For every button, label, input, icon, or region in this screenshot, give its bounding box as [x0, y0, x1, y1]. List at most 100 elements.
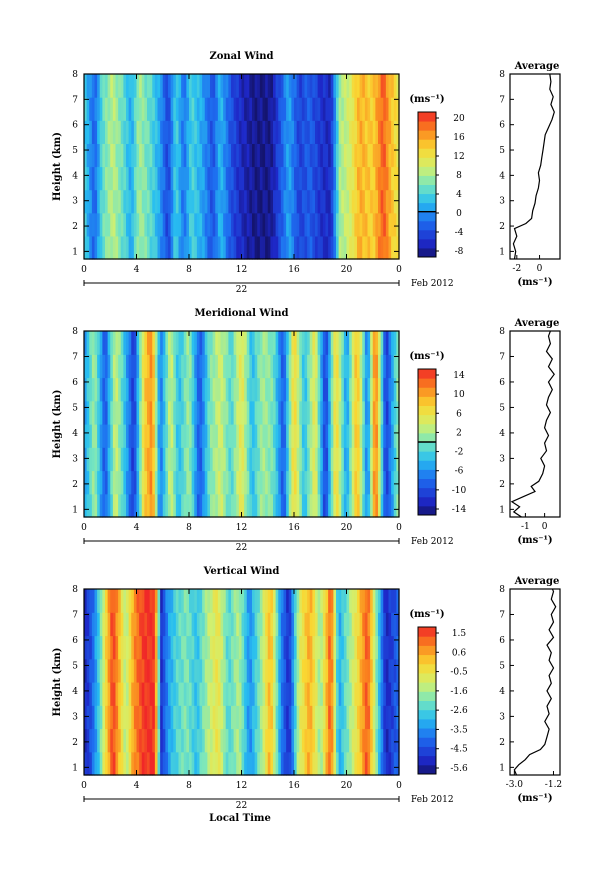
- heatmap-cell: [126, 470, 130, 495]
- heatmap-cell: [322, 166, 327, 191]
- heatmap-cell: [336, 447, 340, 472]
- heatmap-cell: [294, 589, 298, 613]
- heatmap-cell: [236, 751, 240, 776]
- heatmap-cell: [120, 424, 124, 448]
- heatmap-cell: [343, 400, 348, 425]
- heatmap-cell: [325, 377, 329, 402]
- heatmap-cell: [254, 166, 258, 191]
- heatmap-cell: [343, 143, 348, 168]
- heatmap-cell: [385, 377, 390, 402]
- heatmap-cell: [283, 493, 287, 518]
- heatmap-cell: [273, 682, 277, 706]
- heatmap-cell: [288, 705, 292, 730]
- heatmap-cell: [349, 470, 353, 495]
- heatmap-cell: [147, 235, 151, 260]
- heatmap-cell: [354, 682, 358, 706]
- heatmap-cell: [99, 143, 103, 168]
- heatmap-cell: [123, 74, 127, 98]
- heatmap-cell: [388, 424, 392, 448]
- heatmap-cell: [244, 682, 248, 706]
- heatmap-cell: [183, 635, 187, 660]
- heatmap-cell: [204, 97, 208, 121]
- heatmap-cell: [357, 635, 361, 660]
- heatmap-cell: [280, 589, 285, 613]
- heatmap-cell: [265, 120, 269, 144]
- heatmap-cell: [364, 635, 369, 660]
- heatmap-cell: [210, 331, 214, 355]
- heatmap-cell: [338, 612, 342, 637]
- heatmap-cell: [173, 235, 177, 260]
- heatmap-cell: [359, 377, 363, 402]
- heatmap-cell: [388, 728, 392, 753]
- heatmap-cell: [246, 354, 250, 379]
- heatmap-cell: [231, 447, 235, 472]
- heatmap-cell: [210, 447, 214, 472]
- heatmap-cell: [346, 751, 350, 776]
- heatmap-cell: [380, 751, 384, 776]
- heatmap-cell: [175, 97, 180, 121]
- colorbar-band: [418, 139, 436, 149]
- heatmap-cell: [278, 74, 282, 98]
- heatmap-cell: [204, 331, 208, 355]
- heatmap-cell: [325, 470, 329, 495]
- heatmap-cell: [330, 377, 334, 402]
- heatmap-cell: [370, 166, 374, 191]
- heatmap-cell: [231, 493, 235, 518]
- y-tick-label: 8: [72, 327, 78, 337]
- heatmap-cell: [325, 97, 329, 121]
- heatmap-cell: [354, 235, 358, 260]
- heatmap-cell: [181, 400, 185, 425]
- heatmap-cell: [346, 493, 350, 518]
- avg-y-tick-label: 3: [499, 197, 505, 207]
- heatmap-cell: [186, 751, 190, 776]
- heatmap-cell: [152, 728, 156, 753]
- heatmap-cell: [215, 635, 219, 660]
- colorbar-band: [418, 487, 436, 498]
- heatmap-cell: [157, 424, 161, 448]
- heatmap-cell: [299, 212, 303, 237]
- heatmap-cell: [120, 400, 124, 425]
- heatmap-cell: [372, 189, 376, 214]
- heatmap-cell: [393, 166, 397, 191]
- heatmap-cell: [194, 354, 198, 379]
- heatmap-cell: [267, 658, 271, 683]
- heatmap-cell: [123, 589, 127, 613]
- heatmap-cell: [178, 212, 182, 237]
- heatmap-cell: [325, 751, 329, 776]
- heatmap-cell: [375, 705, 379, 730]
- heatmap-cell: [283, 470, 287, 495]
- heatmap-cell: [170, 166, 174, 191]
- heatmap-cell: [336, 377, 340, 402]
- heatmap-cell: [383, 331, 387, 355]
- heatmap-cell: [131, 635, 135, 660]
- heatmap-cell: [107, 751, 111, 776]
- heatmap-cell: [194, 635, 198, 660]
- y-tick-label: 4: [72, 687, 78, 697]
- heatmap-cell: [351, 682, 355, 706]
- heatmap-cell: [283, 331, 287, 355]
- heatmap-cell: [317, 705, 321, 730]
- heatmap-cell: [309, 400, 313, 425]
- heatmap-cell: [191, 658, 195, 683]
- heatmap-cell: [241, 589, 245, 613]
- heatmap-cell: [299, 658, 303, 683]
- heatmap-cell: [241, 751, 245, 776]
- heatmap-cell: [131, 97, 135, 121]
- heatmap-cell: [191, 447, 195, 472]
- heatmap-cell: [123, 658, 127, 683]
- heatmap-cell: [385, 658, 390, 683]
- heatmap-cell: [86, 635, 90, 660]
- heatmap-cell: [262, 612, 266, 637]
- heatmap-cell: [191, 751, 195, 776]
- heatmap-cell: [252, 658, 256, 683]
- heatmap-cell: [286, 589, 290, 613]
- heatmap-cell: [315, 728, 319, 753]
- heatmap-cell: [349, 120, 353, 144]
- heatmap-cell: [139, 354, 143, 379]
- heatmap-cell: [336, 635, 340, 660]
- heatmap-cell: [238, 400, 243, 425]
- x-tick-label: 12: [236, 523, 247, 533]
- heatmap-cell: [231, 354, 235, 379]
- heatmap-cell: [154, 493, 159, 518]
- heatmap-cell: [120, 189, 124, 214]
